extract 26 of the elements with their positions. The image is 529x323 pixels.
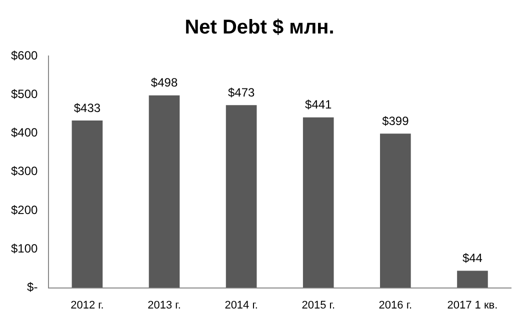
chart-title: Net Debt $ млн.: [184, 16, 334, 39]
x-tick-label: 2014 г.: [224, 299, 258, 312]
data-label: $433: [74, 100, 101, 115]
x-tick-label: 2016 г.: [378, 299, 412, 312]
x-tick-label: 2017 1 кв.: [447, 299, 498, 312]
y-tick-label: $-: [27, 280, 38, 294]
data-label: $399: [382, 114, 410, 128]
bar: [226, 105, 257, 288]
y-tick-label: $400: [10, 126, 38, 140]
data-label: $44: [462, 251, 483, 266]
bar: [148, 95, 180, 288]
x-tick-label: 2015 г.: [302, 299, 336, 312]
y-tick-label: $600: [10, 48, 38, 62]
data-label: $441: [305, 98, 332, 112]
bar: [302, 117, 334, 288]
bar: [457, 270, 488, 288]
x-tick-label: 2012 г.: [70, 299, 104, 312]
x-tick-label: 2013 г.: [148, 299, 181, 312]
y-tick-label: $200: [10, 202, 38, 217]
bar: [72, 120, 103, 288]
data-label: $498: [150, 76, 178, 90]
y-tick-label: $300: [10, 164, 38, 178]
data-label: $473: [228, 85, 255, 100]
y-tick-label: $100: [10, 241, 38, 256]
y-tick-label: $500: [10, 86, 38, 101]
bar: [380, 134, 411, 288]
